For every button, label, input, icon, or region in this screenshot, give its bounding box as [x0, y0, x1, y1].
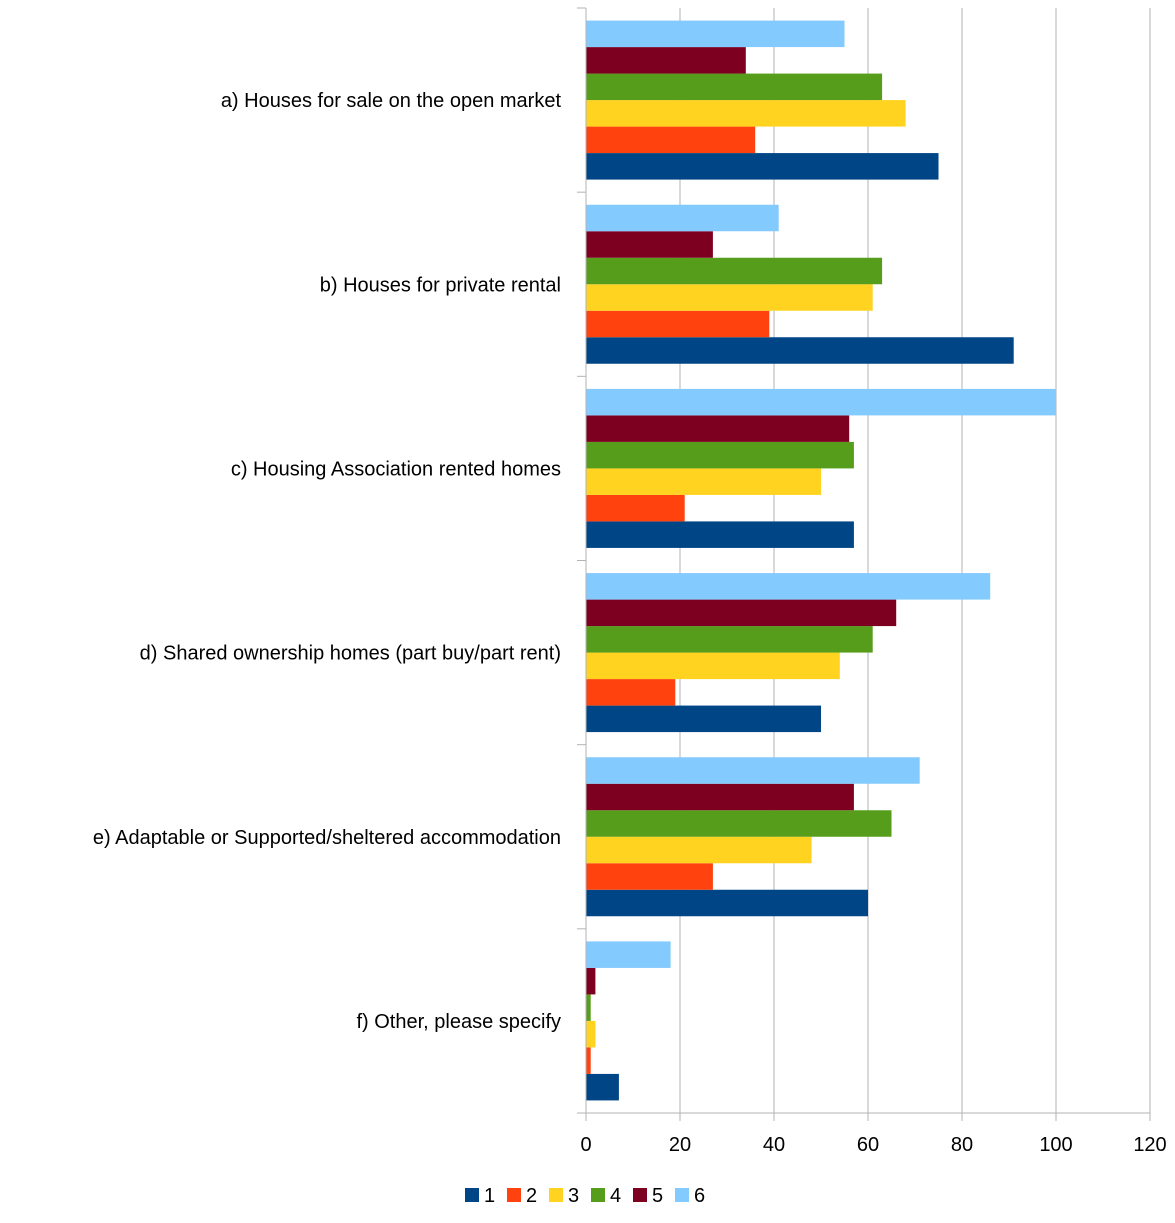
bar-series-1 — [586, 337, 1014, 364]
bar-series-6 — [586, 757, 920, 784]
bar-series-5 — [586, 47, 746, 74]
bar-series-6 — [586, 941, 671, 968]
bar-series-3 — [586, 100, 906, 127]
x-tick-label: 20 — [669, 1134, 691, 1156]
bar-series-2 — [586, 310, 770, 338]
bar-series-1 — [586, 705, 821, 733]
bar-series-3 — [586, 284, 873, 311]
legend-swatch-5 — [633, 1188, 647, 1202]
category-label: f) Other, please specify — [356, 1011, 561, 1033]
bar-series-4 — [586, 257, 883, 285]
bar-series-1 — [586, 1073, 619, 1101]
legend-swatch-3 — [549, 1188, 563, 1202]
bar-series-3 — [586, 468, 821, 495]
bar-series-5 — [586, 415, 850, 442]
bar-series-3 — [586, 1020, 596, 1048]
bar-series-1 — [586, 521, 854, 548]
legend-label: 5 — [652, 1185, 663, 1207]
bar-series-5 — [586, 231, 713, 258]
bar-series-6 — [586, 204, 779, 232]
bar-series-5 — [586, 967, 596, 995]
x-tick-label: 0 — [580, 1134, 591, 1156]
legend-label: 4 — [610, 1185, 621, 1207]
category-label: c) Housing Association rented homes — [231, 458, 561, 480]
bar-series-2 — [586, 494, 685, 522]
x-tick-label: 40 — [763, 1134, 785, 1156]
bar-series-4 — [586, 994, 591, 1021]
category-label: b) Houses for private rental — [320, 274, 561, 296]
bar-series-2 — [586, 126, 756, 154]
bar-series-4 — [586, 441, 854, 469]
bar-series-3 — [586, 836, 812, 864]
bar-series-4 — [586, 626, 873, 653]
bar-series-2 — [586, 1047, 591, 1074]
legend-label: 6 — [694, 1185, 705, 1207]
bar-series-1 — [586, 889, 868, 917]
bar-series-6 — [586, 388, 1056, 416]
legend-swatch-6 — [675, 1188, 689, 1202]
x-tick-label: 100 — [1039, 1134, 1072, 1156]
bar-series-2 — [586, 863, 713, 890]
x-tick-label: 60 — [857, 1134, 879, 1156]
bar-series-2 — [586, 679, 676, 706]
x-tick-label: 120 — [1133, 1134, 1166, 1156]
legend-swatch-2 — [507, 1188, 521, 1202]
category-label: e) Adaptable or Supported/sheltered acco… — [93, 827, 561, 849]
legend-label: 2 — [526, 1185, 537, 1207]
bar-series-5 — [586, 783, 854, 811]
bar-series-3 — [586, 652, 840, 680]
category-label: a) Houses for sale on the open market — [221, 90, 562, 112]
legend-label: 3 — [568, 1185, 579, 1207]
legend-swatch-1 — [465, 1188, 479, 1202]
bar-series-1 — [586, 153, 939, 180]
legend-label: 1 — [484, 1185, 495, 1207]
bar-series-6 — [586, 573, 991, 600]
bar-series-4 — [586, 810, 892, 837]
bar-series-5 — [586, 599, 897, 627]
bar-series-6 — [586, 20, 845, 48]
category-label: d) Shared ownership homes (part buy/part… — [140, 643, 561, 665]
bar-series-4 — [586, 73, 883, 101]
x-tick-label: 80 — [951, 1134, 973, 1156]
legend-swatch-4 — [591, 1188, 605, 1202]
